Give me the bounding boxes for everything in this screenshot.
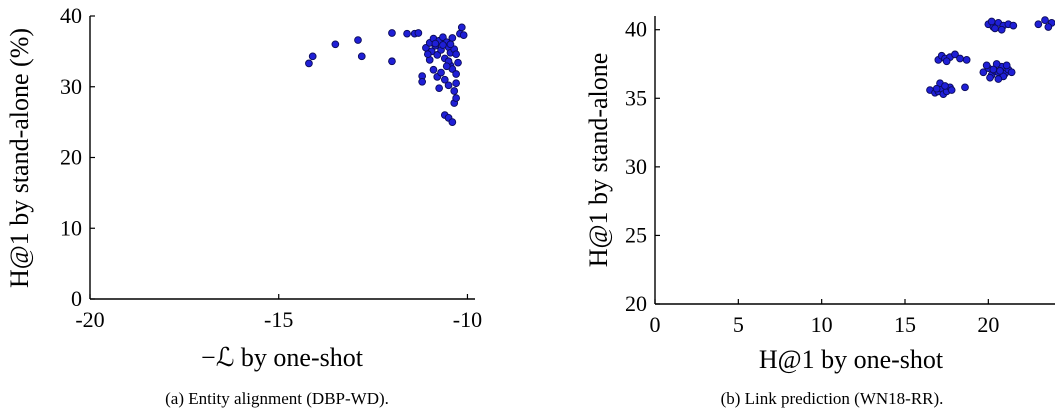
scatter-point bbox=[454, 58, 462, 67]
scatter-point bbox=[357, 52, 366, 61]
scatter-point bbox=[1034, 20, 1043, 29]
scatter-point bbox=[448, 34, 457, 42]
y-tick-label: 20 bbox=[60, 145, 82, 170]
x-tick-label: 10 bbox=[811, 312, 833, 337]
x-tick-label: -20 bbox=[75, 307, 104, 332]
scatter-point bbox=[433, 51, 442, 59]
scatter-point bbox=[457, 23, 466, 32]
x-tick-labels: 0 5 10 15 20 bbox=[650, 312, 1000, 337]
scatter-point bbox=[979, 68, 988, 77]
x-tick-labels: -20 -15 -10 bbox=[75, 307, 482, 332]
scatter-point bbox=[942, 57, 951, 66]
scatter-point bbox=[1002, 61, 1011, 70]
y-tick-label: 20 bbox=[625, 291, 647, 316]
scatter-point bbox=[442, 62, 451, 71]
scatter-point bbox=[947, 86, 956, 94]
x-tick-label: 5 bbox=[733, 312, 744, 337]
scatter-point bbox=[439, 41, 447, 49]
scatter-point bbox=[997, 25, 1006, 34]
y-tick-label: 30 bbox=[625, 154, 647, 179]
scatter-point bbox=[986, 73, 994, 82]
y-tick-labels: 20 25 30 35 40 bbox=[625, 17, 647, 316]
scatter-point bbox=[403, 29, 411, 38]
scatter-point bbox=[1009, 21, 1018, 30]
y-axis-label: H@1 by stand-alone bbox=[584, 53, 613, 268]
scatter-point bbox=[962, 56, 971, 64]
x-axis-label: H@1 by one-shot bbox=[759, 345, 944, 374]
scatter-point bbox=[991, 24, 999, 33]
scatter-point bbox=[354, 36, 362, 44]
y-tick-label: 10 bbox=[60, 215, 82, 240]
scatter-point bbox=[450, 87, 459, 95]
scatter-point bbox=[452, 79, 460, 88]
x-tick-label: 0 bbox=[650, 312, 661, 337]
scatter-point bbox=[452, 94, 460, 102]
scatter-point bbox=[982, 61, 991, 70]
chart-panel-entity-alignment: -20 -15 -10 0 10 20 30 40 −ℒ by one-shot H@1 b… bbox=[5, 3, 482, 408]
scatter-point bbox=[331, 40, 340, 49]
scatter-point bbox=[956, 54, 964, 63]
scatter-point bbox=[446, 40, 455, 49]
y-tick-label: 35 bbox=[625, 85, 647, 110]
y-tick-labels: 0 10 20 30 40 bbox=[60, 3, 82, 311]
scatter-point bbox=[439, 33, 447, 42]
scatter-points bbox=[926, 16, 1055, 99]
scatter-point bbox=[951, 50, 959, 59]
scatter-point bbox=[941, 82, 949, 90]
scatter-point bbox=[444, 81, 453, 90]
scatter-point bbox=[996, 67, 1004, 75]
scatter-point bbox=[429, 65, 438, 74]
scatter-point bbox=[459, 31, 468, 39]
scatter-point bbox=[423, 50, 432, 59]
x-tick-label: -15 bbox=[264, 307, 293, 332]
scatter-point bbox=[1044, 23, 1053, 31]
x-tick-label: 20 bbox=[977, 312, 999, 337]
scatter-point bbox=[437, 68, 445, 77]
scatter-point bbox=[305, 59, 313, 68]
tick-marks bbox=[654, 29, 989, 305]
chart-panel-link-prediction: 0 5 10 15 20 20 25 30 35 40 H@1 by one-shot H@1 … bbox=[584, 16, 1055, 408]
scatter-point bbox=[452, 50, 460, 59]
scatter-point bbox=[440, 75, 449, 84]
scatter-point bbox=[989, 65, 998, 74]
scatter-point bbox=[932, 84, 941, 93]
tick-marks bbox=[89, 15, 469, 300]
scatter-point bbox=[987, 17, 996, 26]
x-tick-label: -10 bbox=[453, 307, 482, 332]
scatter-point bbox=[435, 84, 443, 93]
scatter-point bbox=[452, 70, 460, 78]
x-tick-label: 15 bbox=[894, 312, 916, 337]
scatter-point bbox=[388, 29, 396, 37]
scatter-point bbox=[994, 75, 1003, 83]
x-axis-label: −ℒ by one-shot bbox=[201, 343, 364, 372]
y-tick-label: 0 bbox=[71, 286, 82, 311]
caption-b: (b) Link prediction (WN18-RR). bbox=[721, 389, 944, 408]
scatter-point bbox=[448, 118, 457, 126]
scatter-point bbox=[961, 83, 969, 92]
scatter-point bbox=[414, 29, 423, 37]
y-tick-label: 40 bbox=[625, 17, 647, 42]
scatter-points bbox=[305, 23, 468, 126]
scatter-point bbox=[992, 60, 1001, 68]
caption-a: (a) Entity alignment (DBP-WD). bbox=[165, 389, 389, 408]
y-axis-label: H@1 by stand-alone (%) bbox=[5, 28, 34, 288]
scatter-point bbox=[388, 57, 396, 66]
scatter-point bbox=[308, 52, 317, 61]
y-tick-label: 30 bbox=[60, 74, 82, 99]
y-tick-label: 25 bbox=[625, 222, 647, 247]
y-tick-label: 40 bbox=[60, 3, 82, 28]
scatter-point bbox=[431, 39, 440, 48]
scatter-point bbox=[1007, 68, 1016, 77]
scatter-point bbox=[418, 77, 427, 86]
scatter-point bbox=[1041, 16, 1049, 24]
